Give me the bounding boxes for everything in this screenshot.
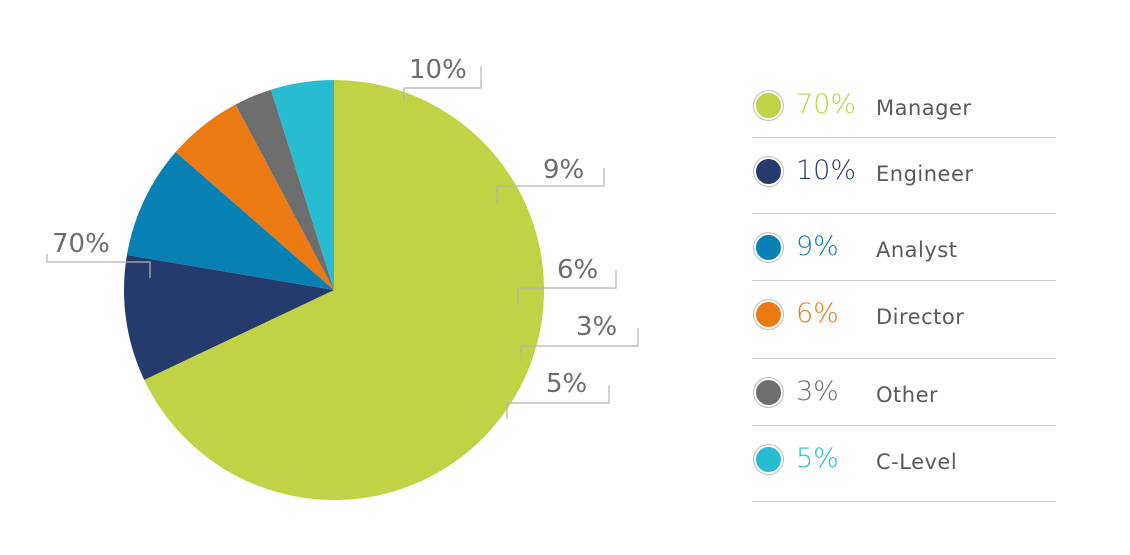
legend-item-analyst: 9% Analyst	[752, 214, 1056, 281]
pie-slice-analyst	[126, 152, 334, 290]
legend-item-director: 6% Director	[752, 281, 1056, 359]
callout-label-other: 3%	[576, 312, 617, 342]
legend-pct-director: 6%	[796, 298, 839, 329]
callout-line-director	[517, 270, 617, 306]
callout-label-director: 6%	[557, 255, 598, 285]
legend-item-other: 3% Other	[752, 359, 1056, 426]
legend-pct-analyst: 9%	[796, 231, 839, 262]
pie-slices	[124, 80, 544, 500]
callout-line-analyst	[496, 168, 605, 204]
legend-swatch-c-level	[754, 445, 783, 474]
legend-name-manager: Manager	[876, 96, 972, 120]
callout-line-manager	[46, 254, 151, 278]
legend-name-c-level: C-Level	[876, 450, 958, 474]
pie-callouts: 70% 10% 9% 6% 3% 5%	[46, 55, 639, 419]
callout-label-analyst: 9%	[543, 155, 584, 185]
legend: 70% Manager 10% Engineer 9% Analyst 6% D…	[752, 72, 1056, 502]
callout-line-engineer	[403, 66, 482, 102]
legend-item-c-level: 5% C-Level	[752, 426, 1056, 502]
legend-swatch-analyst	[754, 233, 783, 262]
legend-pct-other: 3%	[796, 376, 839, 407]
legend-swatch-director	[754, 300, 783, 329]
callout-label-manager: 70%	[52, 229, 110, 259]
legend-name-director: Director	[876, 305, 965, 329]
pie-slice-c-level	[270, 80, 334, 290]
callout-line-c-level	[506, 385, 610, 419]
pie-slice-other	[235, 89, 334, 290]
legend-pct-manager: 70%	[796, 89, 857, 120]
pie-slice-director	[175, 104, 334, 290]
legend-name-other: Other	[876, 383, 939, 407]
pie-slice-manager	[144, 80, 544, 500]
legend-swatch-other	[754, 378, 783, 407]
legend-swatch-engineer	[754, 157, 783, 186]
legend-pct-c-level: 5%	[796, 443, 839, 474]
pie-slice-engineer	[124, 254, 334, 380]
legend-pct-engineer: 10%	[796, 155, 857, 186]
legend-name-engineer: Engineer	[876, 162, 974, 186]
legend-swatch-manager	[754, 91, 783, 120]
callout-label-c-level: 5%	[546, 369, 587, 399]
legend-item-engineer: 10% Engineer	[752, 138, 1056, 214]
legend-name-analyst: Analyst	[876, 238, 958, 262]
legend-item-manager: 70% Manager	[752, 72, 1056, 138]
callout-label-engineer: 10%	[409, 55, 467, 85]
callout-line-other	[520, 328, 639, 362]
